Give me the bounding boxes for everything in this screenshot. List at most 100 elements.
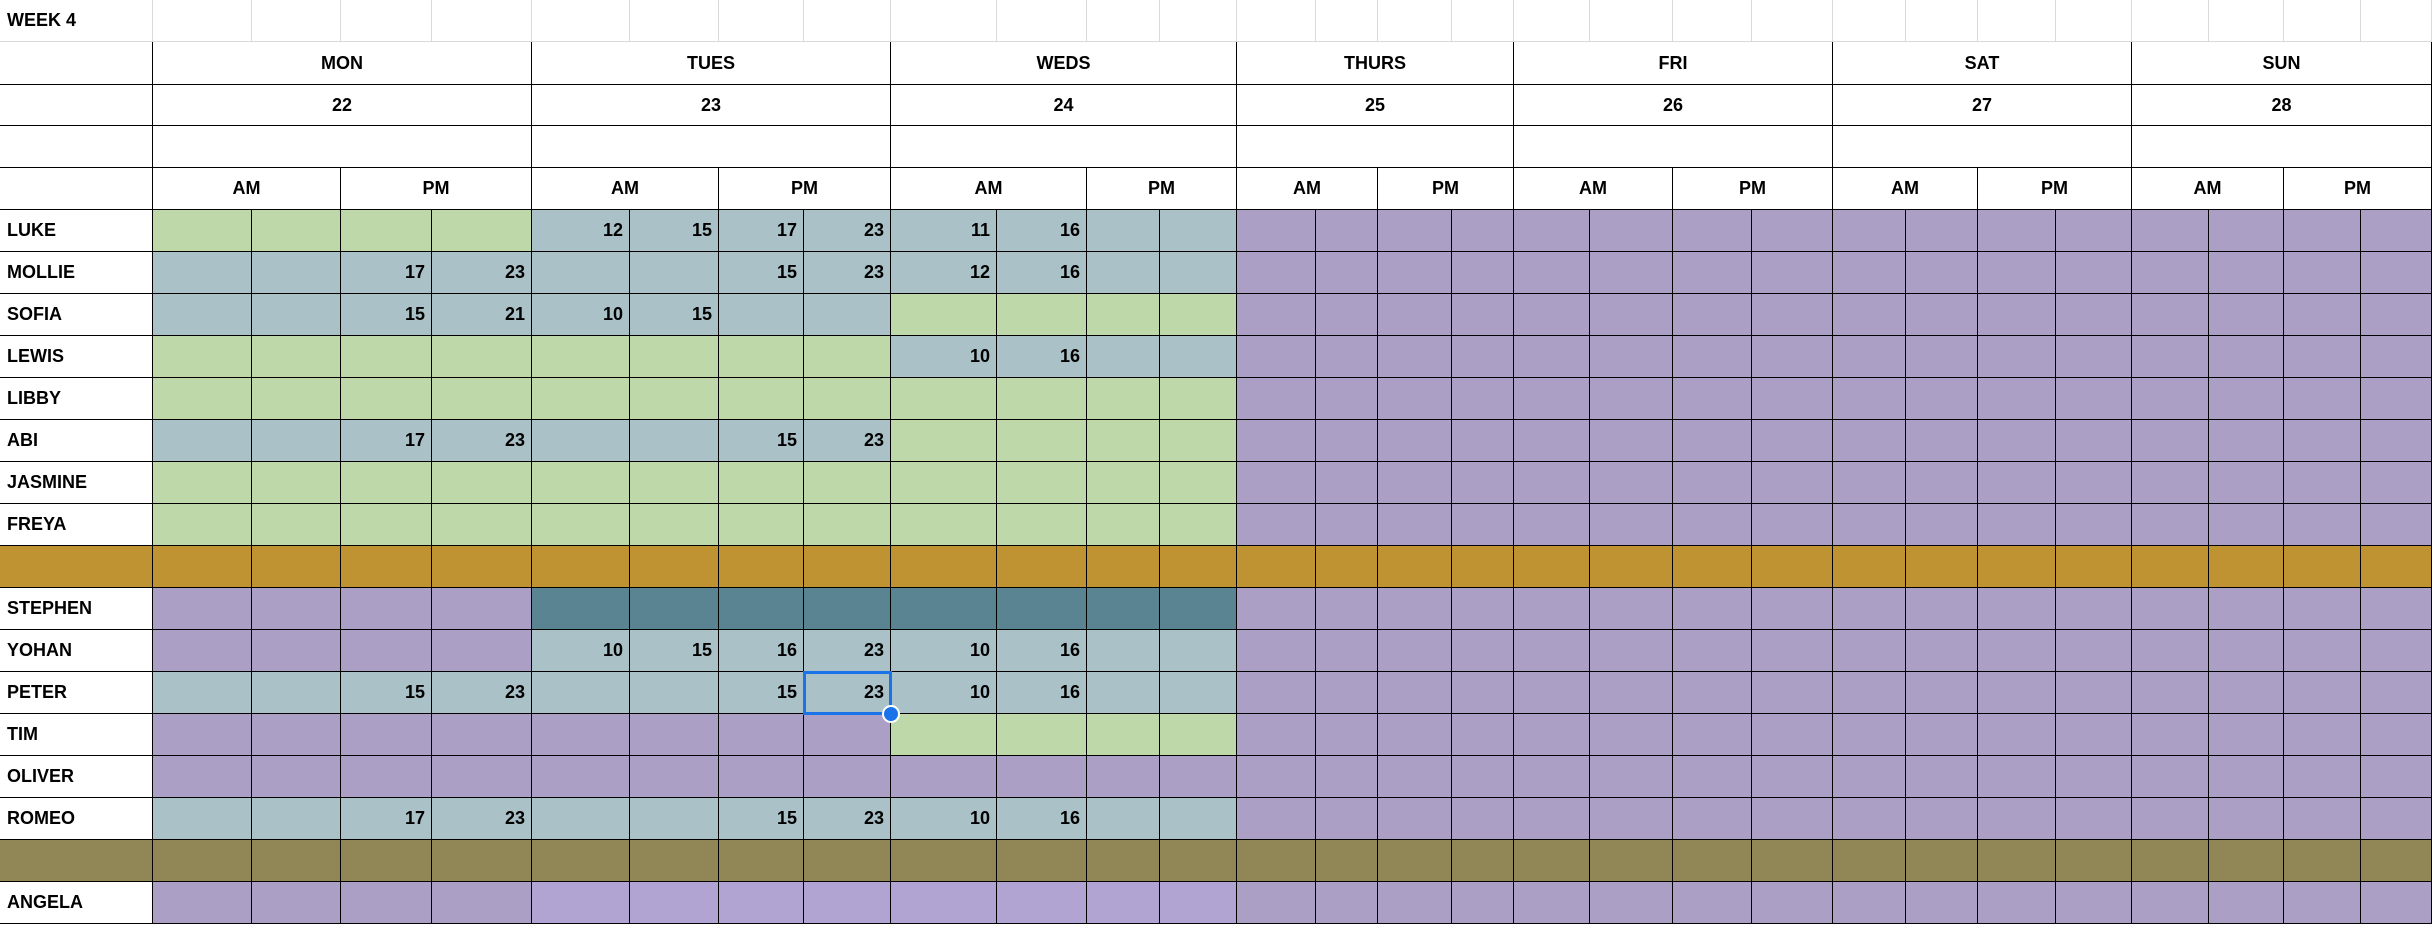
shift-cell[interactable] — [2284, 588, 2361, 630]
shift-cell[interactable] — [891, 294, 997, 336]
shift-cell[interactable] — [1978, 336, 2056, 378]
shift-cell[interactable] — [1452, 546, 1514, 588]
empty-cell[interactable] — [2209, 0, 2284, 42]
shift-cell[interactable] — [1316, 252, 1378, 294]
shift-cell[interactable] — [2209, 294, 2284, 336]
shift-cell[interactable]: 15 — [341, 294, 432, 336]
shift-cell[interactable] — [1752, 546, 1833, 588]
shift-cell[interactable] — [2209, 588, 2284, 630]
shift-cell[interactable] — [1673, 756, 1752, 798]
shift-cell[interactable]: 15 — [719, 420, 804, 462]
staff-name[interactable]: YOHAN — [0, 630, 153, 672]
shift-cell[interactable] — [1237, 294, 1316, 336]
shift-cell[interactable] — [1378, 588, 1452, 630]
shift-cell[interactable] — [1833, 294, 1906, 336]
am-header[interactable]: AM — [2132, 168, 2284, 210]
shift-cell[interactable] — [153, 882, 252, 924]
shift-cell[interactable] — [1673, 210, 1752, 252]
empty-cell[interactable] — [532, 126, 891, 168]
shift-cell[interactable] — [341, 504, 432, 546]
shift-cell[interactable] — [532, 252, 630, 294]
pm-header[interactable]: PM — [341, 168, 532, 210]
shift-cell[interactable] — [891, 504, 997, 546]
week-label[interactable]: WEEK 4 — [0, 0, 153, 42]
shift-cell[interactable] — [1752, 798, 1833, 840]
shift-cell[interactable] — [2132, 630, 2209, 672]
shift-cell[interactable] — [1452, 840, 1514, 882]
shift-cell[interactable] — [997, 882, 1087, 924]
shift-cell[interactable] — [1237, 462, 1316, 504]
shift-cell[interactable] — [1833, 798, 1906, 840]
shift-cell[interactable] — [252, 714, 341, 756]
shift-cell[interactable] — [630, 672, 719, 714]
shift-cell[interactable] — [1673, 882, 1752, 924]
shift-cell[interactable] — [630, 420, 719, 462]
shift-cell[interactable] — [1590, 462, 1673, 504]
shift-cell[interactable] — [2361, 672, 2432, 714]
shift-cell[interactable] — [2056, 840, 2132, 882]
staff-name[interactable]: FREYA — [0, 504, 153, 546]
shift-cell[interactable] — [1752, 462, 1833, 504]
shift-cell[interactable] — [1752, 420, 1833, 462]
pm-header[interactable]: PM — [1087, 168, 1237, 210]
shift-cell[interactable] — [432, 714, 532, 756]
shift-cell[interactable] — [1514, 420, 1590, 462]
date-header[interactable]: 27 — [1833, 85, 2132, 126]
shift-cell[interactable] — [1160, 840, 1237, 882]
shift-cell[interactable] — [804, 378, 891, 420]
shift-cell[interactable] — [891, 588, 997, 630]
empty-cell[interactable] — [1237, 126, 1514, 168]
shift-cell[interactable] — [1978, 672, 2056, 714]
shift-cell[interactable] — [2284, 756, 2361, 798]
shift-cell[interactable] — [432, 882, 532, 924]
date-header[interactable]: 23 — [532, 85, 891, 126]
shift-cell[interactable] — [2056, 756, 2132, 798]
staff-name[interactable]: LEWIS — [0, 336, 153, 378]
shift-cell[interactable] — [2284, 798, 2361, 840]
shift-cell[interactable] — [1590, 294, 1673, 336]
shift-cell[interactable] — [153, 588, 252, 630]
shift-cell[interactable] — [2056, 210, 2132, 252]
shift-cell[interactable] — [2056, 714, 2132, 756]
shift-cell[interactable] — [630, 840, 719, 882]
shift-cell[interactable] — [1590, 504, 1673, 546]
shift-cell[interactable] — [719, 840, 804, 882]
shift-cell[interactable]: 12 — [532, 210, 630, 252]
shift-cell[interactable]: 23 — [804, 672, 891, 714]
shift-cell[interactable] — [1833, 546, 1906, 588]
shift-cell[interactable] — [1378, 294, 1452, 336]
shift-cell[interactable] — [2132, 798, 2209, 840]
shift-cell[interactable] — [1590, 336, 1673, 378]
shift-cell[interactable] — [1514, 588, 1590, 630]
shift-cell[interactable] — [1378, 714, 1452, 756]
shift-cell[interactable] — [1673, 420, 1752, 462]
shift-cell[interactable] — [341, 588, 432, 630]
shift-cell[interactable] — [1087, 630, 1160, 672]
empty-cell[interactable] — [1087, 0, 1160, 42]
shift-cell[interactable] — [1514, 714, 1590, 756]
shift-cell[interactable] — [2284, 252, 2361, 294]
shift-cell[interactable] — [1752, 378, 1833, 420]
shift-cell[interactable] — [1906, 462, 1978, 504]
shift-cell[interactable] — [719, 756, 804, 798]
shift-cell[interactable] — [153, 210, 252, 252]
date-header[interactable]: 24 — [891, 85, 1237, 126]
am-header[interactable]: AM — [891, 168, 1087, 210]
shift-cell[interactable] — [2209, 210, 2284, 252]
shift-cell[interactable] — [1833, 252, 1906, 294]
shift-cell[interactable] — [1087, 882, 1160, 924]
shift-cell[interactable] — [2132, 462, 2209, 504]
shift-cell[interactable] — [1316, 882, 1378, 924]
shift-cell[interactable] — [2056, 294, 2132, 336]
shift-cell[interactable] — [2361, 378, 2432, 420]
shift-cell[interactable] — [2284, 378, 2361, 420]
shift-cell[interactable] — [630, 336, 719, 378]
shift-cell[interactable] — [804, 336, 891, 378]
shift-cell[interactable] — [1160, 756, 1237, 798]
shift-cell[interactable] — [341, 210, 432, 252]
shift-cell[interactable] — [252, 798, 341, 840]
shift-cell[interactable] — [1590, 756, 1673, 798]
shift-cell[interactable] — [804, 882, 891, 924]
pm-header[interactable]: PM — [719, 168, 891, 210]
shift-cell[interactable] — [1237, 378, 1316, 420]
